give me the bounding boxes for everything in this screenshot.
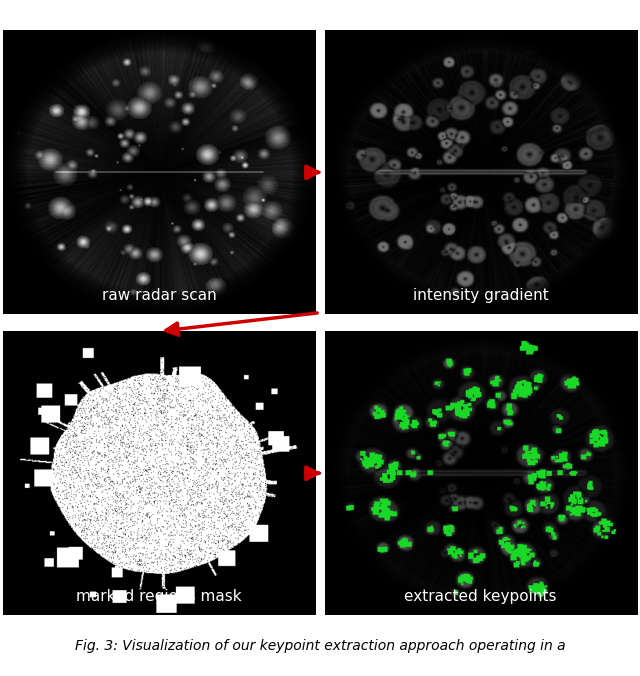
- Text: raw radar scan: raw radar scan: [102, 288, 216, 303]
- Text: Fig. 3: Visualization of our keypoint extraction approach operating in a: Fig. 3: Visualization of our keypoint ex…: [75, 639, 565, 653]
- Text: extracted keypoints: extracted keypoints: [404, 589, 557, 604]
- Text: marked regions mask: marked regions mask: [76, 589, 242, 604]
- Text: intensity gradient: intensity gradient: [413, 288, 548, 303]
